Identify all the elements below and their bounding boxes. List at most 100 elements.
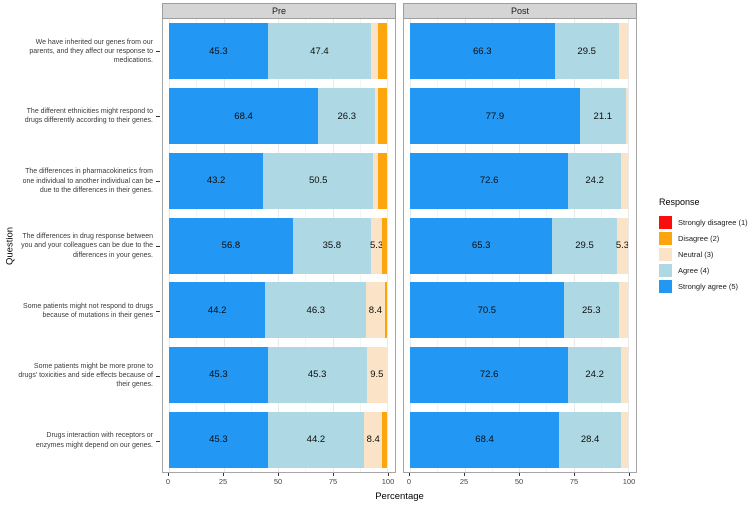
bar-segment-agree: 47.4	[267, 23, 372, 80]
bar-segment-strongly-agree: 44.2	[169, 282, 266, 339]
y-tick-mark	[156, 440, 160, 442]
x-tick-label: 0	[165, 477, 171, 486]
bar-segment-neutral: 5.3	[616, 217, 628, 274]
y-axis-title: Question	[4, 226, 16, 266]
bar-segment-strongly-agree: 66.3	[410, 23, 555, 80]
bar-segment-strongly-agree: 45.3	[169, 411, 268, 468]
facet-strip-pre-label: Pre	[271, 6, 286, 16]
x-tick-label: 50	[273, 477, 283, 486]
legend-label: Agree (4)	[678, 265, 710, 275]
x-axis-post: 0 25 50 75 100	[403, 473, 637, 491]
bar-segment-agree: 29.5	[552, 217, 617, 274]
legend-swatch-strongly-disagree	[659, 215, 672, 229]
legend-item-strongly-agree: Strongly agree (5)	[659, 278, 753, 294]
legend-item-strongly-disagree: Strongly disagree (1)	[659, 214, 753, 230]
stacked-bar: 56.8 35.8 5.3	[169, 217, 387, 274]
legend-label: Strongly agree (5)	[678, 281, 739, 291]
legend-item-agree: Agree (4)	[659, 262, 753, 278]
bar-segment-agree: 21.1	[579, 88, 626, 145]
bar-row: 56.8 35.8 5.3	[169, 213, 387, 278]
question-label: We have inherited our genes from our par…	[16, 19, 161, 84]
facet-strip-post: Post	[403, 3, 637, 19]
bar-row: 72.6 24.2	[410, 343, 628, 408]
bar-row: 65.3 29.5 5.3	[410, 213, 628, 278]
legend-item-disagree: Disagree (2)	[659, 230, 753, 246]
y-tick-mark	[156, 181, 160, 183]
question-label: Some patients might be more prone to dru…	[16, 343, 161, 408]
bar-segment-agree: 25.3	[563, 282, 619, 339]
bar-segment-agree: 29.5	[554, 23, 619, 80]
bar-segment-agree: 46.3	[265, 282, 367, 339]
legend-title: Response	[659, 197, 700, 207]
bar-segment-neutral	[373, 152, 378, 209]
y-tick-mark	[156, 375, 160, 377]
bar-segment-strongly-agree: 43.2	[169, 152, 264, 209]
bar-segment-neutral: 8.4	[364, 411, 383, 468]
facet-strip-pre: Pre	[162, 3, 396, 19]
bar-segment-neutral	[375, 88, 378, 145]
legend-swatch-disagree	[659, 231, 672, 245]
bar-row: 70.5 25.3	[410, 278, 628, 343]
legend-swatch-neutral	[659, 247, 672, 261]
x-tick-mark	[574, 473, 575, 476]
question-label: The differences in pharmacokinetics from…	[16, 149, 161, 214]
bar-segment-neutral	[371, 23, 379, 80]
x-axis-pre: 0 25 50 75 100	[162, 473, 396, 491]
bar-segment-strongly-agree: 72.6	[410, 346, 569, 403]
x-tick-label: 100	[381, 477, 395, 486]
bar-segment-agree: 24.2	[568, 346, 622, 403]
legend: Response Strongly disagree (1) Disagree …	[659, 197, 753, 294]
bar-segment-strongly-agree: 70.5	[410, 282, 564, 339]
x-tick-mark	[519, 473, 520, 476]
bar-row: 45.3 47.4	[169, 19, 387, 84]
plot-area-post: 66.3 29.5 77.9 21.1 72.6 24.2 65.3 29.5 5.3 70.5 2…	[403, 19, 637, 473]
bar-segment-strongly-agree: 56.8	[169, 217, 293, 274]
stacked-bar: 45.3 47.4	[169, 23, 387, 80]
bar-segment-neutral: 5.3	[370, 217, 383, 274]
x-tick-mark	[223, 473, 224, 476]
question-label: The different ethnicities might respond …	[16, 84, 161, 149]
bar-segment-disagree	[377, 152, 387, 209]
bar-segment-disagree	[382, 217, 387, 274]
bar-segment-agree: 44.2	[267, 411, 365, 468]
x-axis-title: Percentage	[375, 491, 424, 502]
legend-label: Strongly disagree (1)	[678, 217, 748, 227]
legend-swatch-strongly-agree	[659, 279, 672, 293]
bar-segment-agree: 26.3	[318, 88, 376, 145]
bar-row: 43.2 50.5	[169, 148, 387, 213]
x-tick-mark	[278, 473, 279, 476]
bar-segment-neutral	[621, 152, 628, 209]
bar-row: 66.3 29.5	[410, 19, 628, 84]
legend-item-neutral: Neutral (3)	[659, 246, 753, 262]
y-tick-mark	[156, 246, 160, 247]
legend-label: Disagree (2)	[678, 233, 720, 243]
y-tick-mark	[156, 51, 160, 53]
bar-segment-agree: 50.5	[263, 152, 374, 209]
stacked-bar: 65.3 29.5 5.3	[410, 217, 628, 274]
facet-panel-pre: Pre 45.3 47.4 68.4 26.3 43.2 50.5 56.8 35.8 5.3 4…	[162, 3, 396, 473]
bar-segment-agree: 24.2	[568, 152, 622, 209]
bar-row: 68.4 28.4	[410, 407, 628, 472]
question-label: Drugs interaction with receptors or enzy…	[16, 408, 161, 473]
x-tick-mark	[409, 473, 410, 476]
facet-strip-post-label: Post	[510, 6, 529, 16]
stacked-bar: 43.2 50.5	[169, 152, 387, 209]
plot-area-pre: 45.3 47.4 68.4 26.3 43.2 50.5 56.8 35.8 5.3 44.2 4…	[162, 19, 396, 473]
question-label: Some patients might not respond to drugs…	[16, 278, 161, 343]
x-tick-label: 50	[514, 477, 524, 486]
legend-swatch-agree	[659, 263, 672, 277]
bar-segment-strongly-agree: 77.9	[410, 88, 580, 145]
x-tick-label: 0	[406, 477, 412, 486]
x-tick-mark	[168, 473, 169, 476]
bar-segment-neutral	[618, 23, 628, 80]
x-tick-mark	[333, 473, 334, 476]
bar-segment-neutral: 8.4	[366, 282, 385, 339]
stacked-bar: 72.6 24.2	[410, 346, 628, 403]
bar-row: 68.4 26.3	[169, 84, 387, 149]
stacked-bar: 68.4 28.4	[410, 411, 628, 468]
stacked-bar: 45.3 44.2 8.4	[169, 411, 387, 468]
bar-row: 45.3 44.2 8.4	[169, 407, 387, 472]
y-tick-mark	[156, 116, 160, 118]
stacked-bar: 70.5 25.3	[410, 282, 628, 339]
stacked-bar: 45.3 45.3 9.5	[169, 346, 387, 403]
